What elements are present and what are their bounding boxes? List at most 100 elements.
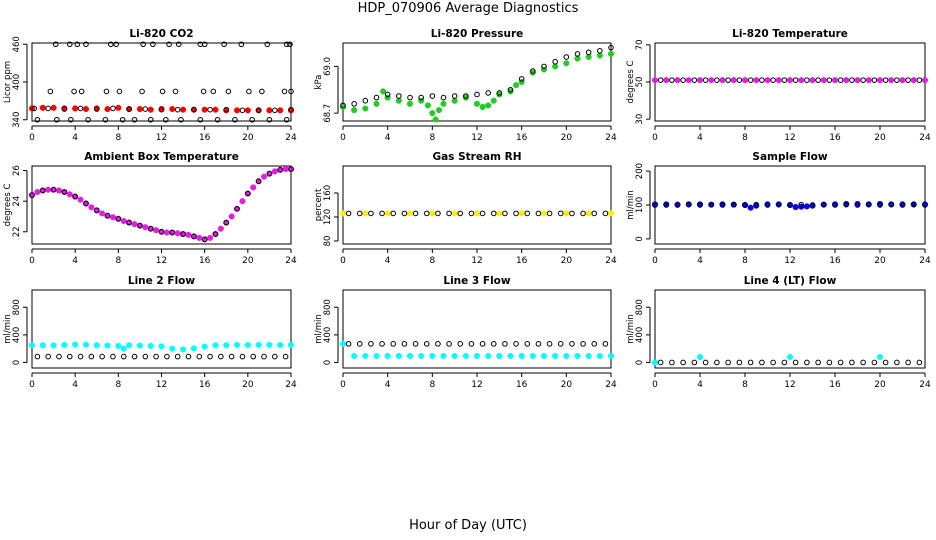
data-point	[244, 341, 251, 348]
data-point	[345, 210, 352, 217]
data-point	[339, 210, 347, 217]
data-point	[786, 77, 794, 84]
data-point	[362, 352, 369, 359]
data-point	[485, 352, 492, 359]
data-point	[340, 102, 346, 109]
data-point	[339, 103, 347, 111]
data-point	[77, 196, 84, 203]
data-point	[169, 345, 176, 352]
x-tick-label: 4	[697, 133, 703, 143]
data-point	[93, 342, 100, 349]
data-point	[221, 41, 227, 48]
x-tick-label: 24	[285, 380, 297, 390]
data-point	[131, 116, 138, 123]
data-point	[507, 87, 514, 93]
data-point	[876, 353, 884, 361]
data-point	[110, 353, 116, 360]
data-point	[82, 105, 90, 113]
data-point	[214, 116, 221, 123]
data-point	[809, 202, 816, 208]
data-point	[496, 210, 503, 217]
data-point	[535, 210, 542, 217]
data-point	[207, 234, 214, 241]
data-point	[368, 341, 374, 347]
data-point	[104, 212, 111, 219]
data-point	[109, 214, 116, 221]
data-point	[136, 342, 143, 349]
data-point	[418, 352, 425, 359]
data-point	[877, 202, 883, 208]
data-point	[607, 50, 615, 57]
x-tick-label: 0	[340, 380, 346, 390]
data-point	[406, 210, 414, 217]
data-point	[423, 341, 430, 347]
data-point	[557, 210, 564, 217]
data-point	[50, 186, 57, 193]
x-tick-label: 4	[72, 380, 78, 390]
data-point	[770, 359, 776, 366]
data-point	[719, 202, 726, 208]
data-point	[272, 107, 278, 114]
data-point	[74, 41, 81, 48]
data-point	[77, 353, 84, 360]
data-point	[39, 342, 46, 349]
data-point	[513, 210, 519, 217]
data-point	[66, 353, 73, 360]
chart-title: Line 2 Flow	[128, 275, 195, 287]
data-point	[47, 88, 54, 95]
data-point	[39, 104, 46, 111]
data-point	[163, 116, 169, 123]
data-point	[93, 207, 100, 214]
chart-title: Line 3 Flow	[443, 275, 510, 287]
data-point	[147, 342, 154, 349]
data-point	[88, 353, 95, 360]
data-point	[178, 116, 184, 123]
y-tick-label: 0	[635, 236, 645, 241]
data-point	[406, 100, 414, 107]
data-point	[435, 341, 441, 347]
chart-title: Line 4 (LT) Flow	[744, 275, 837, 287]
data-point	[530, 68, 536, 74]
data-point	[266, 341, 273, 348]
data-point	[28, 342, 36, 349]
data-point	[451, 352, 458, 359]
data-point	[552, 58, 558, 65]
data-point	[266, 116, 273, 123]
data-point	[479, 210, 486, 217]
data-point	[837, 77, 844, 83]
x-tick-label: 16	[199, 380, 211, 390]
data-point	[905, 77, 911, 83]
x-tick-label: 8	[115, 380, 121, 390]
x-tick-label: 12	[471, 256, 482, 266]
data-point	[479, 103, 486, 111]
data-point	[435, 107, 443, 114]
y-axis-label: kPa	[314, 75, 324, 90]
data-point	[663, 202, 670, 208]
data-point	[83, 41, 89, 48]
data-point	[557, 341, 564, 347]
data-point	[775, 201, 782, 208]
data-point	[518, 352, 525, 359]
data-point	[591, 341, 598, 347]
data-point	[574, 352, 581, 359]
data-point	[201, 106, 208, 113]
data-point	[742, 202, 748, 208]
data-point	[473, 100, 481, 107]
data-point	[185, 231, 192, 238]
data-point	[529, 352, 536, 359]
y-tick-label: 26	[12, 165, 22, 176]
data-point	[180, 231, 186, 237]
x-tick-label: 8	[742, 380, 748, 390]
data-point	[200, 88, 207, 95]
data-point	[277, 107, 284, 114]
data-point	[809, 77, 816, 84]
data-point	[150, 41, 156, 48]
data-point	[260, 173, 268, 180]
data-point	[513, 341, 519, 347]
data-point	[250, 184, 257, 191]
data-point	[429, 210, 436, 217]
data-point	[916, 77, 923, 83]
x-tick-label: 4	[385, 133, 391, 143]
chart-panel: Li-820 CO2 0 4 8 12 16 20 24 340 400 460 Licor ppm	[3, 28, 297, 143]
